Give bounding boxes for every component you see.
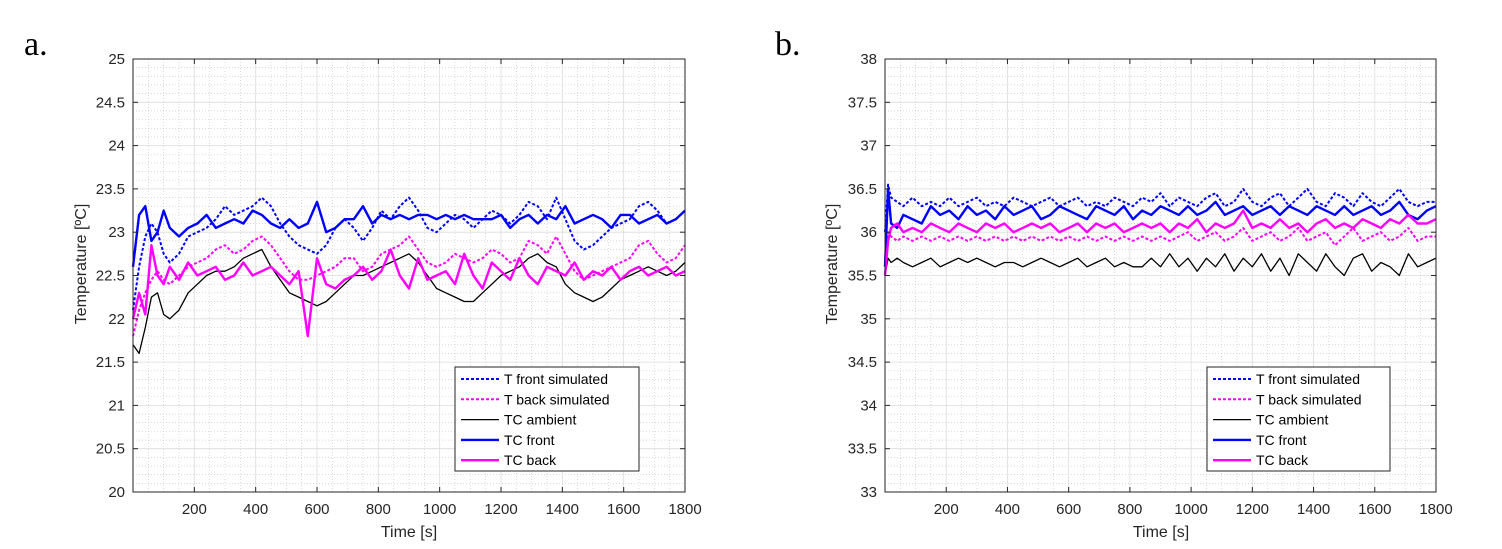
y-tick-label: 38 [860, 51, 877, 68]
y-tick-label: 21.5 [96, 354, 125, 371]
y-tick-label: 37.5 [848, 94, 877, 111]
x-tick-label: 1000 [1174, 501, 1207, 518]
y-tick-label: 34 [860, 397, 877, 414]
y-tick-label: 33 [860, 484, 877, 501]
series-line-t-back-simulated [884, 226, 1436, 259]
y-tick-label: 25 [108, 51, 125, 68]
series-line-tc-ambient [132, 248, 686, 355]
x-tick-label: 800 [366, 501, 391, 518]
x-tick-label: 400 [995, 501, 1020, 518]
panel-a-label: a. [24, 26, 48, 63]
y-tick-label: 23.5 [96, 181, 125, 198]
legend-entry-label: TC ambient [1256, 412, 1328, 428]
legend-entry-label: T back simulated [1256, 391, 1362, 407]
y-tick-label: 24.5 [96, 94, 125, 111]
x-axis-title: Time [s] [1133, 524, 1189, 541]
x-tick-label: 1800 [668, 501, 701, 518]
legend-entry-label: TC ambient [504, 412, 576, 428]
legend-entry-label: T front simulated [504, 371, 608, 387]
x-tick-label: 1600 [1358, 501, 1391, 518]
legend-entry-label: TC back [1256, 452, 1309, 468]
legend-entry-label: TC front [1256, 432, 1307, 448]
legend: T front simulated T back simulated TC ambi… [1206, 366, 1391, 472]
x-tick-label: 1800 [1419, 501, 1452, 518]
legend-entry-label: T back simulated [504, 391, 610, 407]
y-tick-label: 20 [108, 484, 125, 501]
series-line-tc-back [883, 209, 1437, 276]
series-line-t-back-simulated [132, 235, 686, 337]
x-tick-label: 1200 [1236, 501, 1269, 518]
y-tick-label: 24 [108, 138, 125, 155]
y-axis-title: Temperature [ºC] [824, 204, 841, 325]
series-line-t-front-simulated [132, 196, 686, 311]
legend: T front simulated T back simulated TC ambi… [454, 366, 640, 472]
x-tick-label: 1400 [1297, 501, 1330, 518]
y-tick-label: 22.5 [96, 268, 125, 285]
x-tick-label: 600 [304, 501, 329, 518]
x-axis-title: Time [s] [381, 524, 437, 541]
y-tick-label: 34.5 [848, 354, 877, 371]
x-tick-label: 1600 [607, 501, 640, 518]
y-tick-label: 36 [860, 224, 877, 241]
series-line-tc-ambient [884, 253, 1437, 277]
x-tick-label: 1200 [484, 501, 517, 518]
panel-b-label: b. [775, 26, 801, 63]
x-tick-label: 200 [934, 501, 959, 518]
series-line-tc-front [131, 200, 686, 267]
x-tick-label: 800 [1117, 501, 1142, 518]
panel-a: Time [s] Temperature [ºC] 200 400 600 800 10… [73, 51, 702, 541]
x-tick-label: 400 [243, 501, 268, 518]
series-line-tc-front [883, 187, 1437, 267]
y-tick-label: 20.5 [96, 441, 125, 458]
legend-entry-label: TC front [504, 432, 555, 448]
series-group [883, 183, 1437, 277]
y-tick-label: 35.5 [848, 268, 877, 285]
series-line-tc-back [131, 243, 686, 338]
y-tick-label: 37 [860, 138, 877, 155]
x-tick-label: 200 [182, 501, 207, 518]
y-tick-label: 33.5 [848, 441, 877, 458]
legend-entry-label: T front simulated [1256, 371, 1360, 387]
x-tick-label: 600 [1056, 501, 1081, 518]
panel-b: Time [s] Temperature [ºC] 200 400 600 800 10… [824, 51, 1453, 541]
y-tick-label: 21 [108, 397, 125, 414]
y-axis-title: Temperature [ºC] [73, 204, 90, 325]
series-line-t-front-simulated [884, 183, 1436, 233]
legend-entry-label: TC back [504, 452, 557, 468]
y-tick-label: 36.5 [848, 181, 877, 198]
y-tick-label: 35 [860, 311, 877, 328]
x-tick-label: 1400 [546, 501, 579, 518]
series-group [131, 196, 686, 355]
y-tick-label: 22 [108, 311, 125, 328]
y-tick-label: 23 [108, 224, 125, 241]
x-tick-label: 1000 [423, 501, 456, 518]
